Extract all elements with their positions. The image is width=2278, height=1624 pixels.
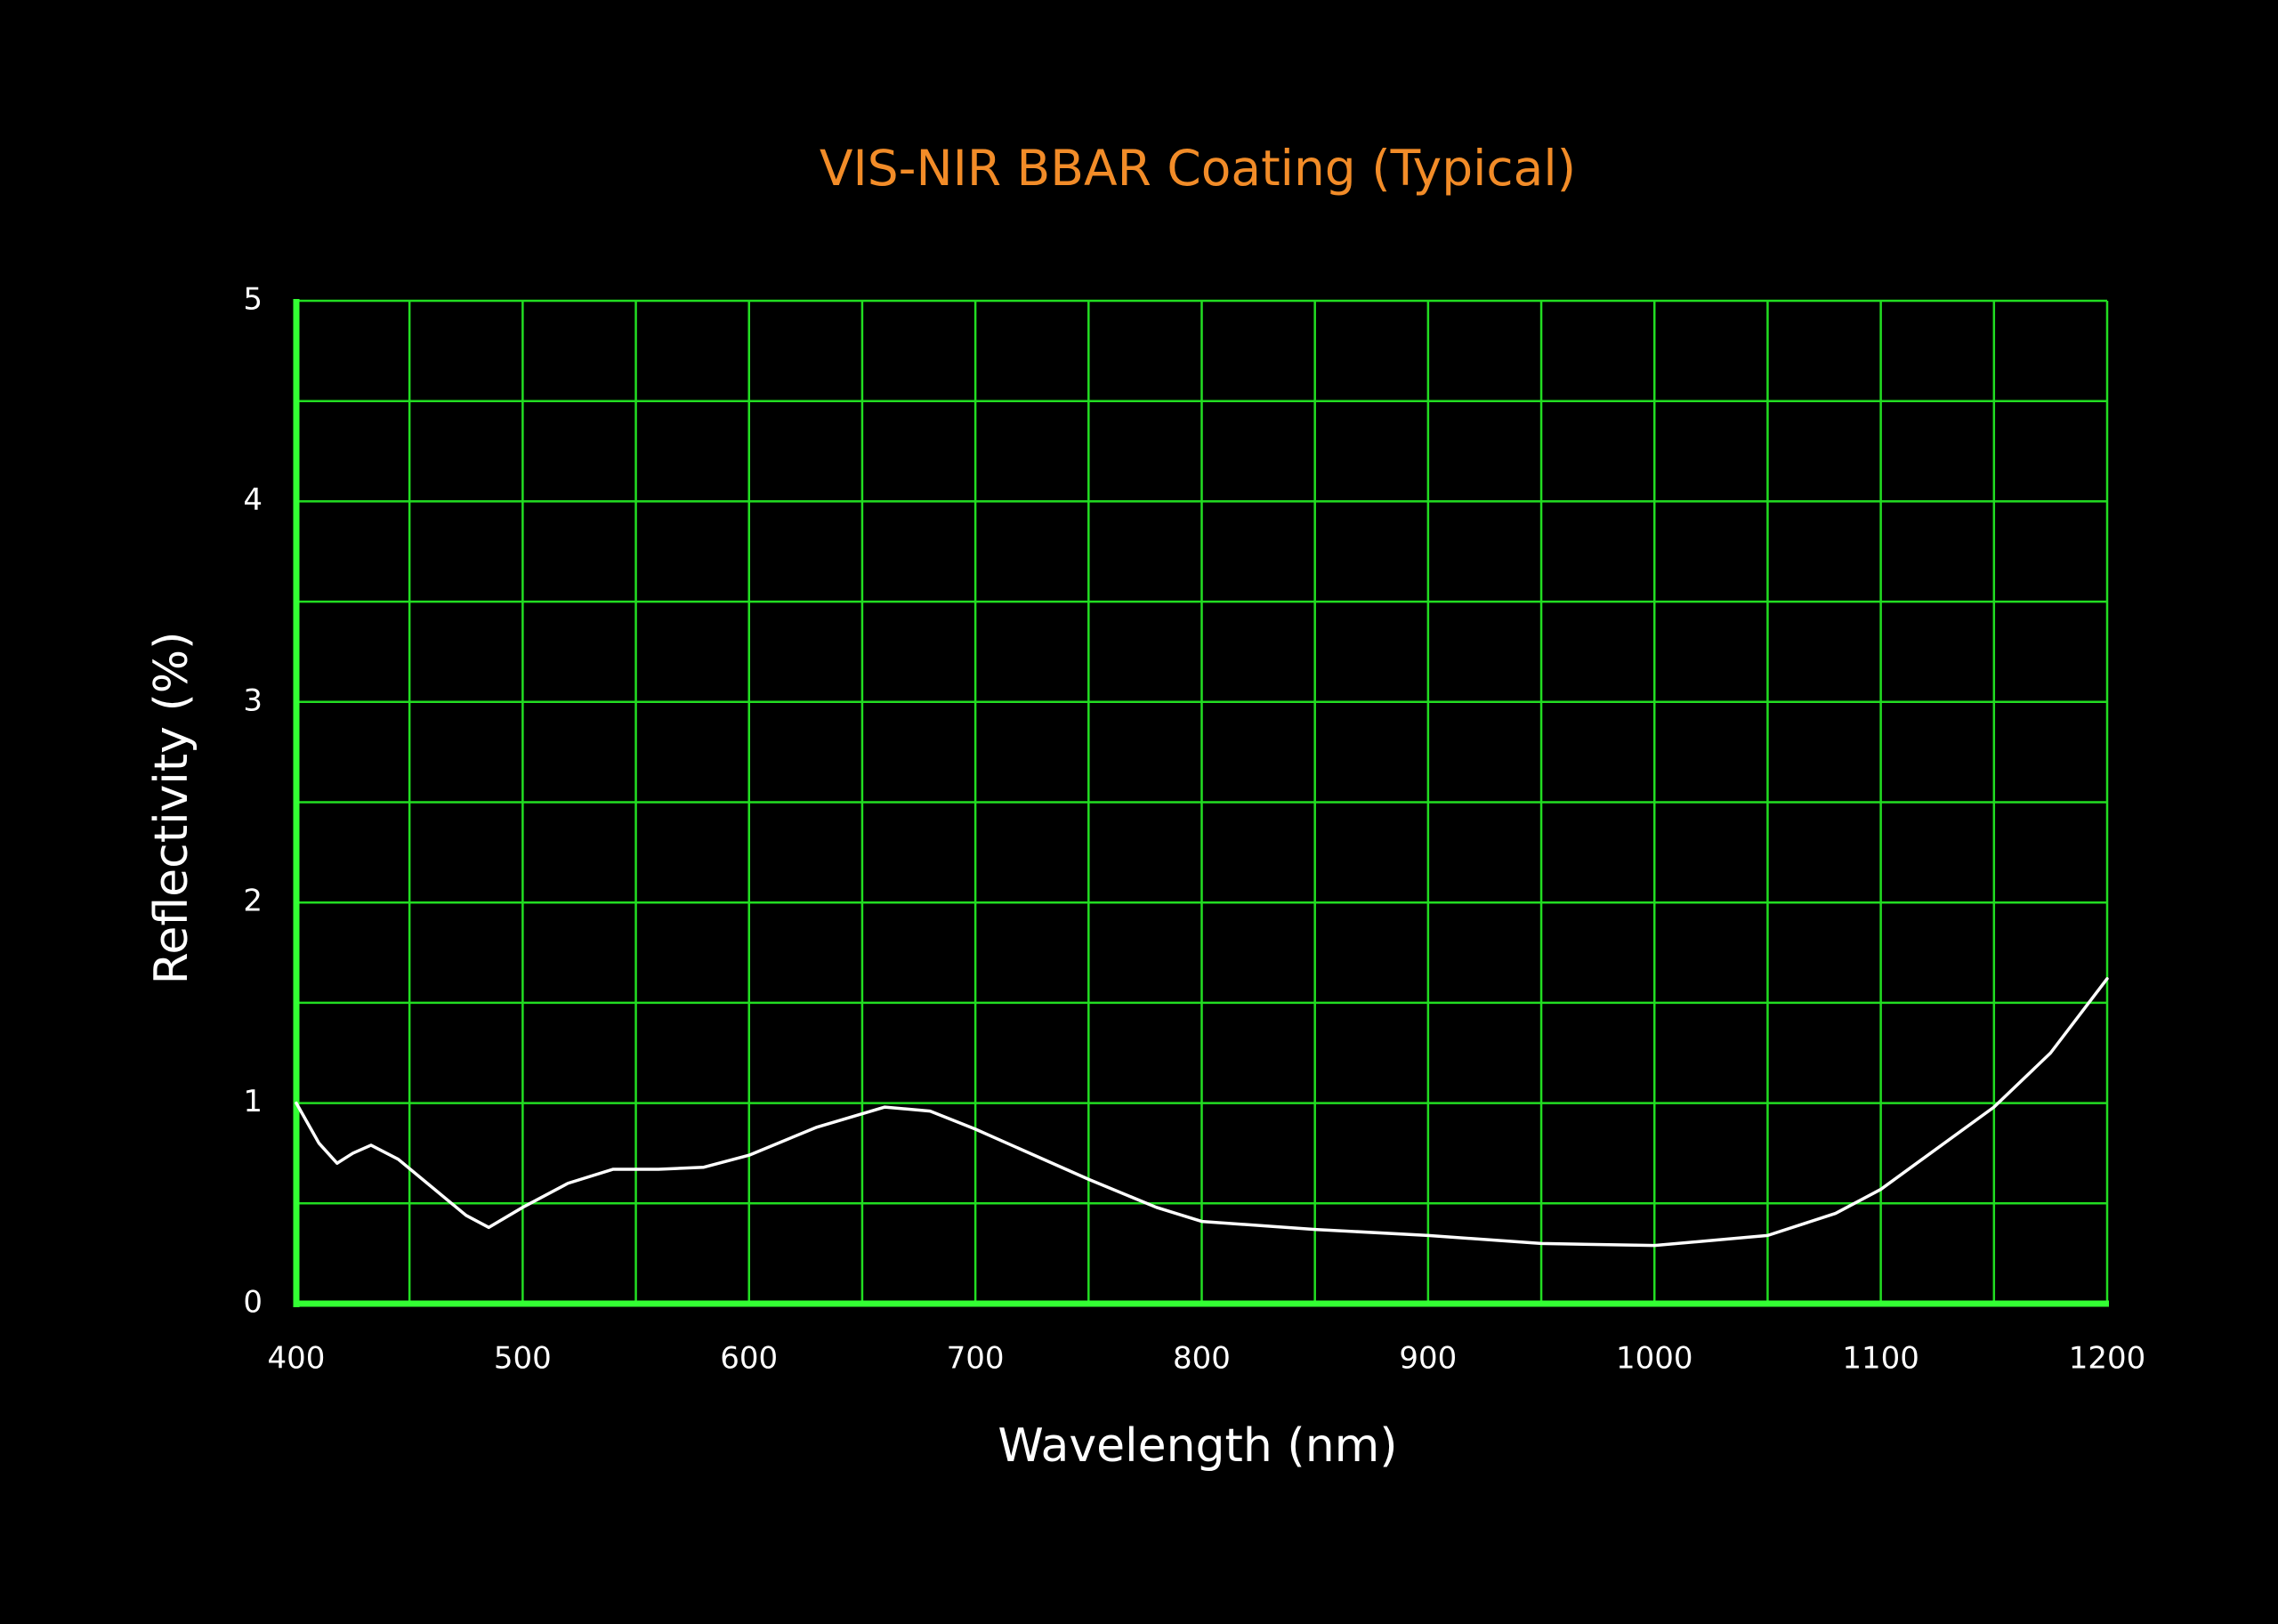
y-tick-label: 5 — [243, 282, 263, 318]
chart-title: VIS-NIR BBAR Coating (Typical) — [820, 140, 1576, 197]
x-tick-label: 1000 — [1616, 1341, 1693, 1377]
data-line — [295, 977, 2109, 1248]
x-tick-label: 1200 — [2069, 1341, 2146, 1377]
x-tick-label: 900 — [1399, 1341, 1457, 1377]
y-tick-label: 0 — [243, 1285, 263, 1321]
y-tick-label: 3 — [243, 683, 263, 718]
y-axis-label: Reflectivity (%) — [145, 632, 198, 985]
y-tick-label: 4 — [243, 482, 263, 518]
x-tick-label: 500 — [494, 1341, 552, 1377]
x-tick-label: 800 — [1173, 1341, 1231, 1377]
y-tick-label: 1 — [243, 1084, 263, 1119]
x-axis-label: Wavelength (nm) — [998, 1419, 1397, 1473]
x-tick-label: 400 — [268, 1341, 326, 1377]
x-tick-label: 700 — [947, 1341, 1005, 1377]
y-tick-label: 2 — [243, 884, 263, 919]
x-tick-label: 600 — [720, 1341, 778, 1377]
x-tick-label: 1100 — [1842, 1341, 1919, 1377]
